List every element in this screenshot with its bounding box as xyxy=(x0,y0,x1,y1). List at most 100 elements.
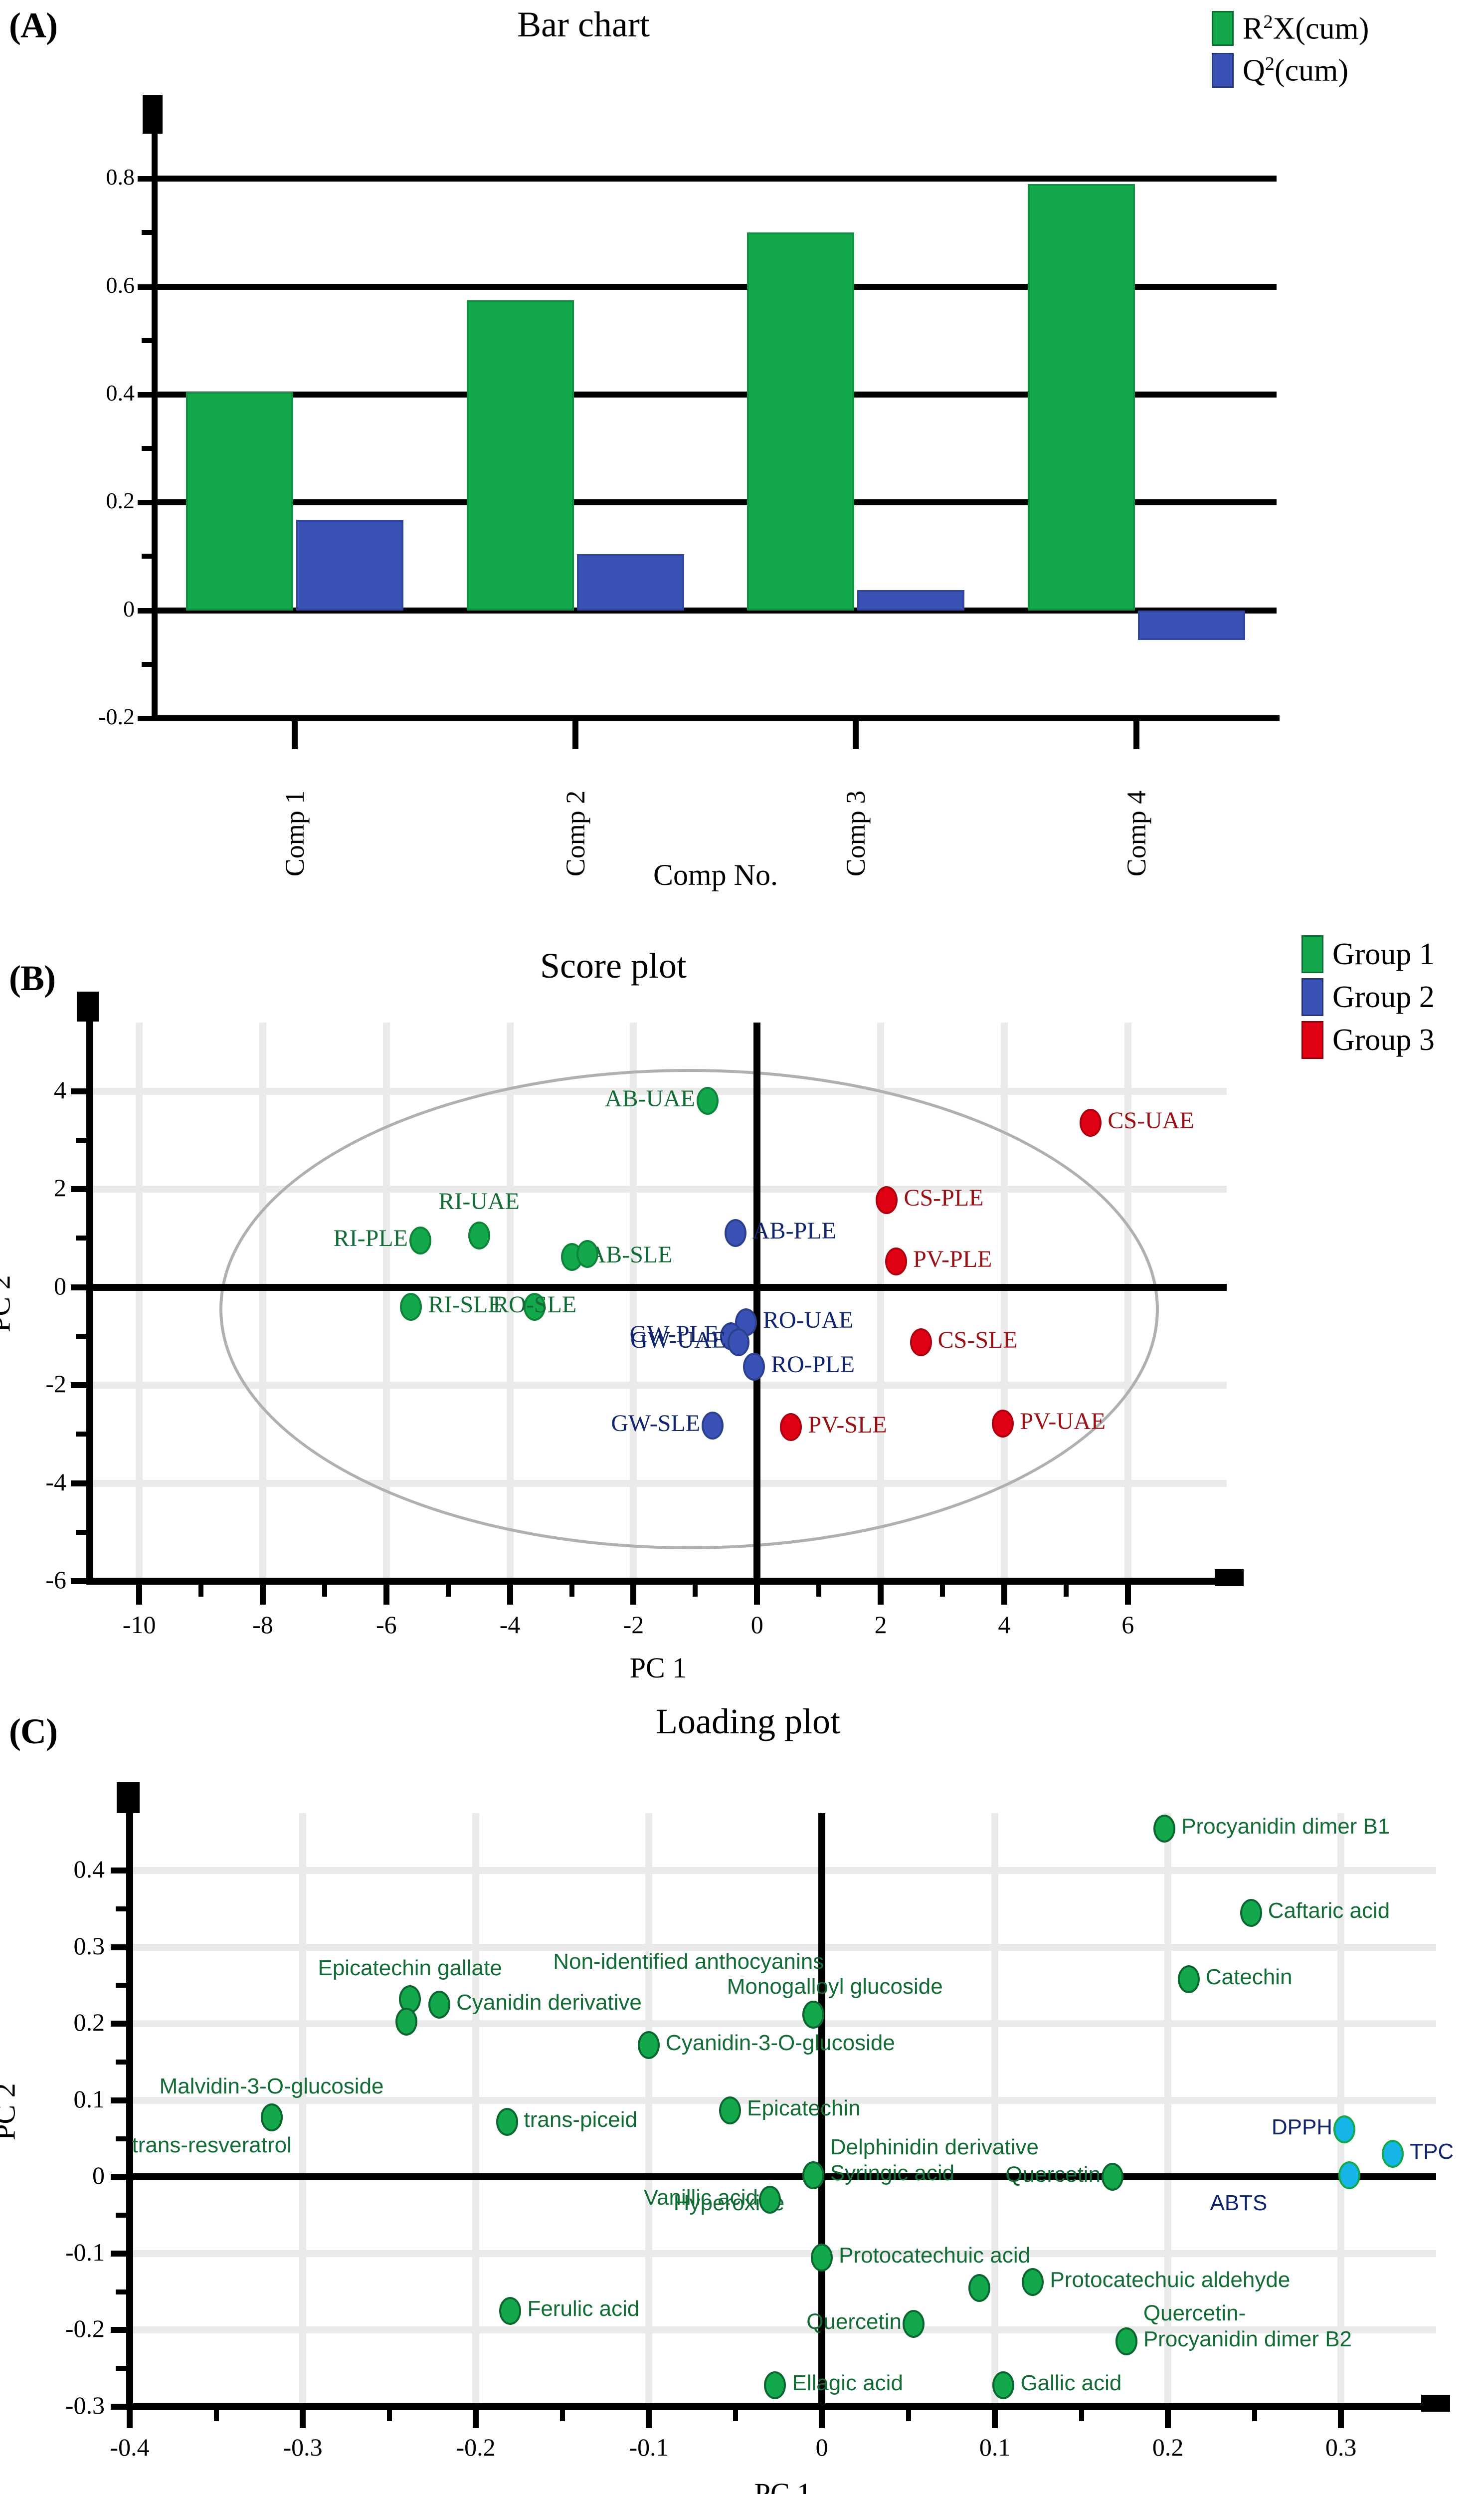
loading-label-Quercetin: Quercetin xyxy=(806,2309,902,2334)
score-point-GW-SLE xyxy=(702,1411,724,1440)
score-label-CS-UAE: CS-UAE xyxy=(1108,1107,1194,1134)
score-label-RO-SLE: RO-SLE xyxy=(493,1291,577,1318)
score-point-AB-PLE xyxy=(724,1219,746,1247)
x-minor-tick xyxy=(816,1585,822,1597)
loading-label-Caftaric acid: Caftaric acid xyxy=(1268,1898,1390,1923)
loading-point-Monogalloyl glucoside xyxy=(802,2000,824,2029)
x-minor-tick xyxy=(213,2410,219,2421)
x-tick-7 xyxy=(1001,1585,1007,1605)
gridline-x-3 xyxy=(645,1813,653,2407)
gridline-x-2 xyxy=(472,1813,480,2407)
x-tick-2 xyxy=(383,1585,389,1605)
x-minor-tick xyxy=(733,2410,738,2421)
loading-label-Cyanidin-3-O-glucoside: Cyanidin-3-O-glucoside xyxy=(666,2031,895,2056)
loading-point-trans-piceid xyxy=(496,2107,518,2136)
y-tick-2 xyxy=(71,1382,87,1389)
x-tick-0 xyxy=(127,2410,133,2428)
loading-label-Procyanidin dimer B2: Procyanidin dimer B2 xyxy=(1143,2327,1352,2352)
x-minor-tick xyxy=(569,1585,574,1597)
score-point-extra-4 xyxy=(576,1240,598,1268)
loading-label-Ellagic acid: Ellagic acid xyxy=(792,2371,903,2395)
panel-c-tag: (C) xyxy=(9,1711,58,1751)
zero-line-horizontal xyxy=(90,1283,1227,1291)
x-minor-tick xyxy=(559,2410,565,2421)
loading-point-Ellagic acid xyxy=(764,2371,786,2399)
x-axis-line xyxy=(152,715,1280,721)
x-ticklabel-2: -6 xyxy=(375,1611,397,1639)
y-tick-3 xyxy=(138,392,153,398)
x-minor-tick xyxy=(1079,2410,1084,2421)
y-ticklabel-0: -6 xyxy=(45,1566,66,1594)
x-ticklabel-3: -4 xyxy=(499,1611,521,1639)
panel-a-title: Bar chart xyxy=(517,4,650,44)
gridline-x-7 xyxy=(1337,1813,1345,2407)
x-ticklabel-4: 0 xyxy=(815,2433,828,2461)
legend-label-group-1: Group 1 xyxy=(1332,937,1435,971)
gridline-y-1 xyxy=(130,2326,1436,2334)
x-ticklabel-1: -8 xyxy=(252,1611,273,1639)
zero-line-vertical xyxy=(753,1023,761,1581)
legend-swatch-group-3 xyxy=(1301,1021,1323,1059)
x-tick-8 xyxy=(1124,1585,1131,1605)
y-axis-title: PC 2 xyxy=(0,1275,16,1332)
legend-swatch-group-2 xyxy=(1301,978,1323,1016)
loading-point-Caftaric acid xyxy=(1240,1898,1262,1927)
x-axis-title: Comp No. xyxy=(653,858,778,891)
x-ticklabel-7: 4 xyxy=(998,1611,1011,1639)
loading-label-Catechin: Catechin xyxy=(1205,1965,1293,1990)
loading-point-DPPH xyxy=(1333,2115,1356,2144)
y-minor-tick xyxy=(76,1432,87,1437)
y-axis-line xyxy=(126,1791,133,2410)
y-minor-tick xyxy=(142,446,153,451)
y-ticklabel-4: 0.6 xyxy=(106,272,135,298)
legend-swatch-group-1 xyxy=(1301,935,1323,973)
bar-r2x-comp2 xyxy=(466,300,574,611)
y-tick-4 xyxy=(138,284,153,290)
score-point-RO-PLE xyxy=(743,1352,765,1381)
loading-label-Syringic acid: Syringic acid xyxy=(830,2161,955,2186)
y-tick-1 xyxy=(138,608,153,614)
y-tick-0 xyxy=(138,716,153,721)
y-ticklabel-1: 0 xyxy=(123,596,135,622)
loading-point-TPC xyxy=(1382,2140,1404,2168)
bar-r2x-comp1 xyxy=(186,392,294,611)
loading-label-Quercetin-: Quercetin- xyxy=(1143,2301,1246,2326)
y-minor-tick xyxy=(116,1983,127,1988)
legend-label-group-3: Group 3 xyxy=(1332,1023,1435,1057)
score-plot: -10 -8 -6 -4 -2 0 2 4 6 -6 -4 -2 0 2 4 PC 1 PC 2 AB-UAE RI… xyxy=(0,913,1484,1741)
loading-label-Malvidin-3-O-glucoside: Malvidin-3-O-glucoside xyxy=(159,2074,384,2098)
y-tick-1 xyxy=(111,2327,127,2333)
y-ticklabel-2: -0.1 xyxy=(65,2238,105,2266)
loading-label-trans-piceid: trans-piceid xyxy=(524,2107,637,2132)
loading-label-ABTS: ABTS xyxy=(1210,2191,1268,2216)
loading-label-Epicatechin gallate: Epicatechin gallate xyxy=(318,1956,502,1981)
y-axis-cap xyxy=(117,1782,140,1813)
loading-label-Epicatechin: Epicatechin xyxy=(747,2095,861,2120)
loading-label-trans-resveratrol: trans-resveratrol xyxy=(132,2132,292,2157)
score-label-AB-SLE: AB-SLE xyxy=(588,1241,673,1268)
x-ticklabel-comp1: Comp 1 xyxy=(280,790,310,877)
y-minor-tick xyxy=(76,1236,87,1241)
score-label-AB-UAE: AB-UAE xyxy=(604,1085,696,1112)
gridline-y-5 xyxy=(155,176,1277,182)
x-minor-tick xyxy=(1063,1585,1069,1597)
y-ticklabel-5: 4 xyxy=(54,1075,66,1104)
x-minor-tick xyxy=(386,2410,392,2421)
y-minor-tick xyxy=(142,554,153,559)
gridline-y-4 xyxy=(130,2096,1436,2104)
x-ticklabel-5: 0.1 xyxy=(979,2433,1011,2461)
y-ticklabel-2: -2 xyxy=(45,1370,66,1398)
score-point-PV-PLE xyxy=(885,1247,908,1276)
gridline-y-5 xyxy=(130,2020,1436,2028)
score-point-RI-PLE xyxy=(409,1227,431,1255)
y-minor-tick xyxy=(142,230,153,235)
y-tick-5 xyxy=(138,176,153,182)
x-axis-cap xyxy=(1421,2395,1450,2412)
gridline-x-5 xyxy=(991,1813,999,2407)
x-minor-tick xyxy=(693,1585,698,1597)
legend-score-plot: Group 1 Group 2 Group 3 xyxy=(1301,935,1435,1064)
gridline-x-0 xyxy=(136,1023,143,1581)
x-minor-tick xyxy=(940,1585,945,1597)
x-ticklabel-0: -0.4 xyxy=(110,2433,150,2461)
x-tick-4 xyxy=(630,1585,637,1605)
